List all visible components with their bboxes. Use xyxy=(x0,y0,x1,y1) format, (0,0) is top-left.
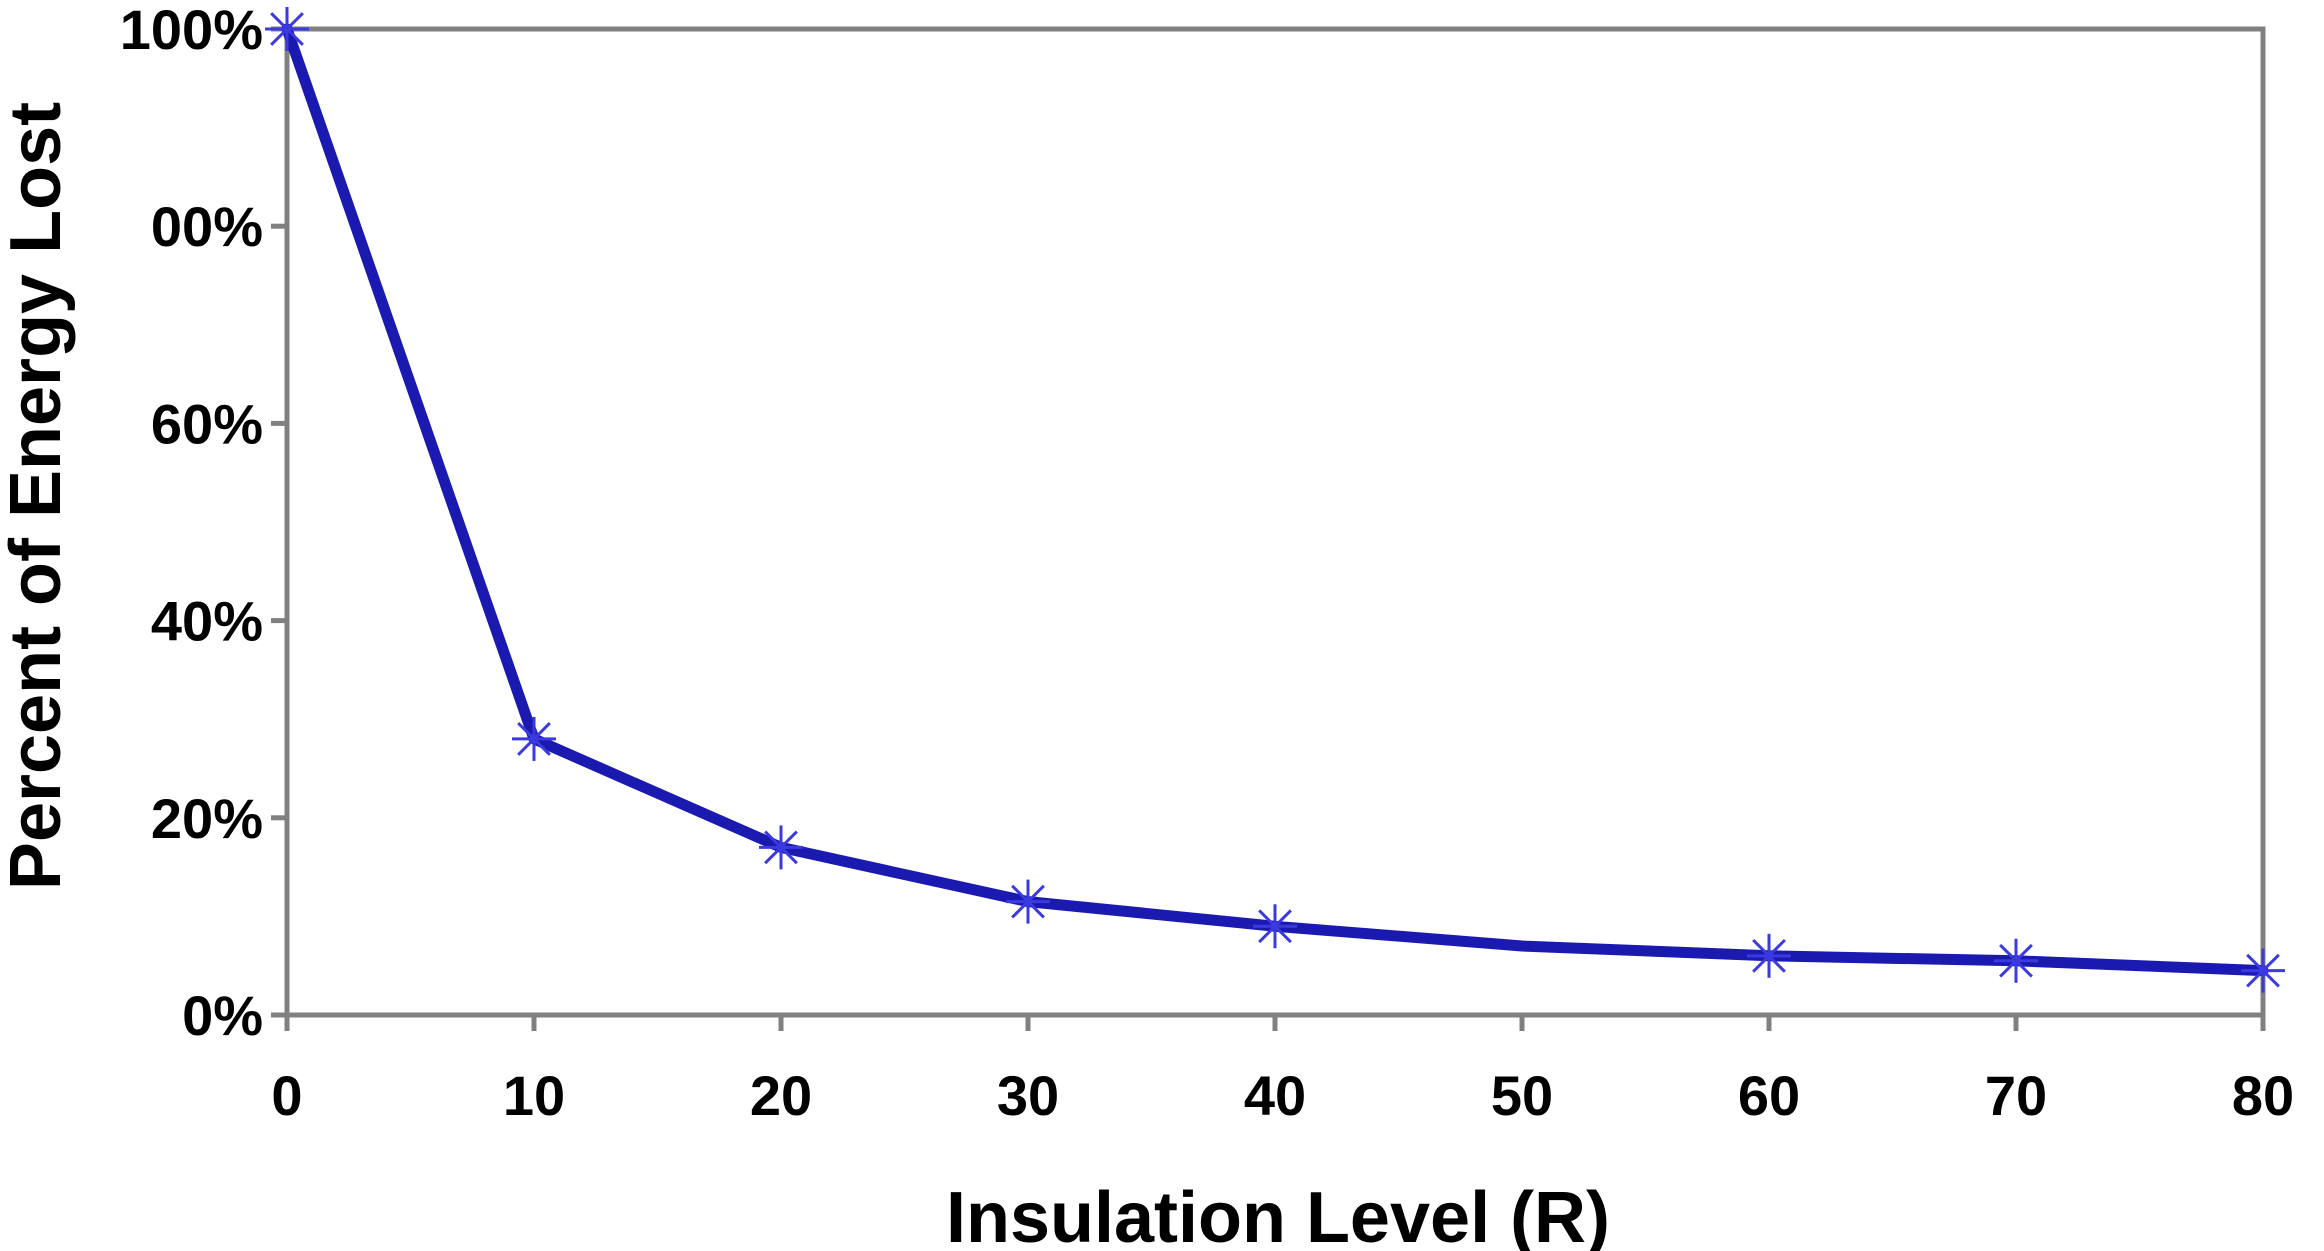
x-axis: 0 10 20 30 40 50 60 70 80 xyxy=(271,1015,2294,1127)
marker-group xyxy=(265,7,2285,993)
x-tick-label: 10 xyxy=(503,1064,565,1127)
y-tick-label: 60% xyxy=(151,392,263,455)
series-group xyxy=(281,23,2269,977)
y-tick-label: 40% xyxy=(151,590,263,653)
x-tick-label: 30 xyxy=(997,1064,1059,1127)
y-axis: 0% 20% 40% 60% 00% 100% xyxy=(120,0,287,1047)
data-point-marker xyxy=(1747,933,1791,978)
x-tick-label: 40 xyxy=(1244,1064,1306,1127)
y-tick-label: 0% xyxy=(182,984,263,1047)
x-tick-label: 80 xyxy=(2232,1064,2294,1127)
data-point-marker xyxy=(1253,904,1297,949)
x-tick-label: 0 xyxy=(271,1064,302,1127)
data-point-marker xyxy=(512,716,556,761)
x-axis-title: Insulation Level (R) xyxy=(946,1178,1610,1251)
y-tick-label: 20% xyxy=(151,787,263,850)
data-point-marker xyxy=(1994,938,2038,983)
x-tick-label: 50 xyxy=(1491,1064,1553,1127)
data-point-marker xyxy=(1006,879,1050,924)
x-tick-label: 20 xyxy=(750,1064,812,1127)
series-line xyxy=(281,23,2269,977)
data-point-marker xyxy=(2241,948,2285,993)
y-tick-label: 100% xyxy=(120,0,263,61)
y-tick-label: 00% xyxy=(151,195,263,258)
plot-border xyxy=(284,26,2266,1018)
plot-frame xyxy=(284,26,2266,1018)
x-tick-label: 70 xyxy=(1985,1064,2047,1127)
x-tick-label: 60 xyxy=(1738,1064,1800,1127)
data-point-marker xyxy=(265,7,309,51)
data-point-marker xyxy=(759,825,803,870)
y-axis-title: Percent of Energy Lost xyxy=(0,102,76,890)
